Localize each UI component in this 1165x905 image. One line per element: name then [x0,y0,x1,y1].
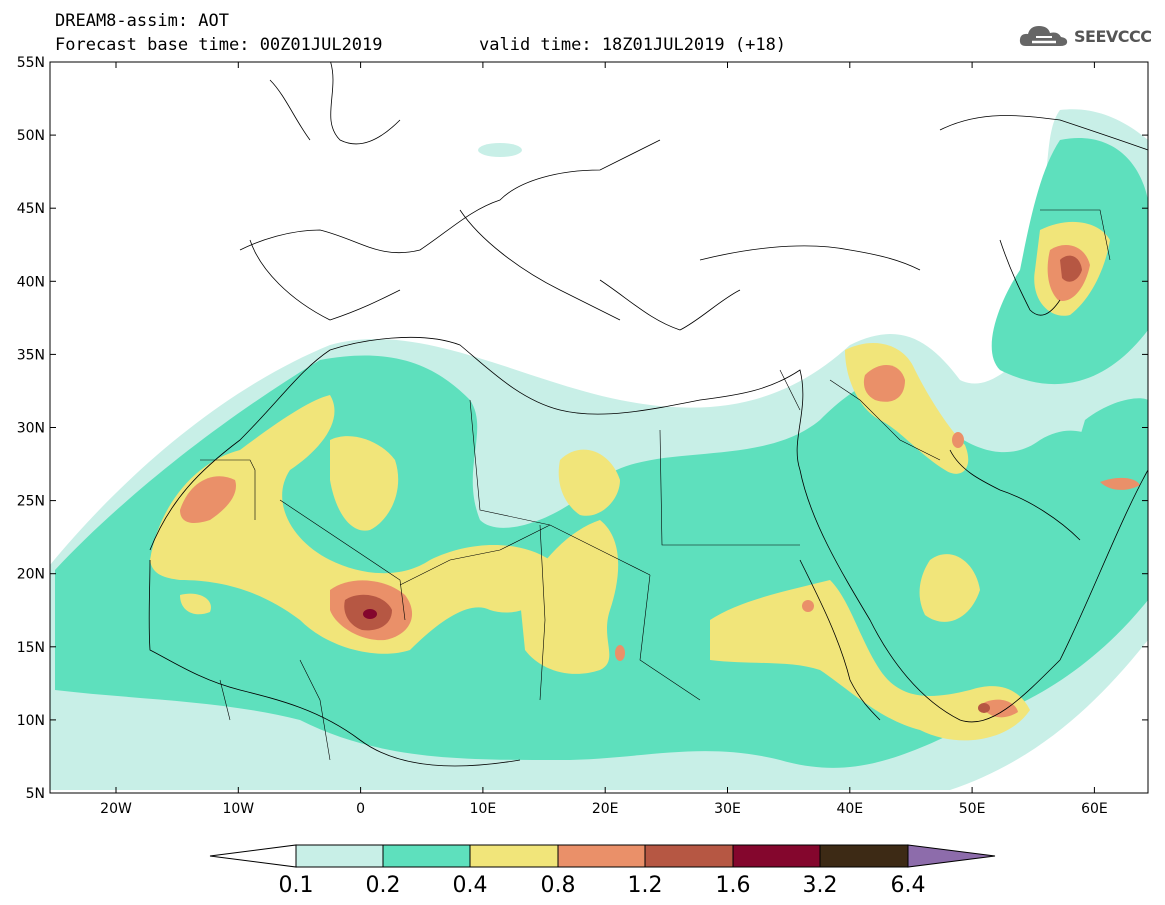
colorbar-label: 1.2 [628,873,663,898]
colorbar-bin-4 [557,844,646,868]
colorbar-label: 3.2 [803,873,838,898]
lat-label: 5N [26,786,45,802]
colorbar-label: 1.6 [716,873,751,898]
colorbar-labels: 0.1 0.2 0.4 0.8 1.2 1.6 3.2 6.4 [279,873,926,898]
aot-band-0.4-0.8 [150,221,1110,741]
valid-time: valid time: 18Z01JUL2019 (+18) [479,35,787,55]
coastlines [148,62,1148,767]
colorbar-bin-6 [732,844,821,868]
lat-label: 15N [17,640,45,656]
colorbar-label: 6.4 [891,873,926,898]
colorbar-below [209,844,297,868]
colorbar-label: 0.2 [366,873,401,898]
lon-label: 10W [222,801,254,817]
lon-label: 0 [356,801,365,817]
lat-label: 55N [17,55,45,71]
lon-axis-labels: 20W 10W 0 10E 20E 30E 40E 50E 60E [100,801,1108,817]
cloud-icon [1019,26,1068,46]
lat-label: 50N [17,128,45,144]
lat-label: 10N [17,713,45,729]
lon-label: 10E [470,801,497,817]
colorbar-label: 0.1 [279,873,314,898]
lat-label: 35N [17,347,45,363]
colorbar-bin-2 [382,844,471,868]
country-borders [200,209,1111,761]
logo-text: SEEVCCC [1074,26,1152,46]
colorbar-bin-7 [819,844,909,868]
colorbar-label: 0.8 [541,873,576,898]
lon-label: 40E [836,801,863,817]
axis-ticks [50,61,1148,794]
colorbar-above [907,844,996,868]
lat-label: 25N [17,494,45,510]
colorbar-bin-1 [295,844,384,868]
lat-label: 30N [17,421,45,437]
aot-band-1.6-3.2 [363,609,377,619]
seevccc-logo: SEEVCCC [1018,22,1152,50]
lat-label: 40N [17,274,45,290]
lon-label: 30E [714,801,741,817]
lon-label: 60E [1081,801,1108,817]
colorbar: 0.1 0.2 0.4 0.8 1.2 1.6 3.2 6.4 [209,844,996,898]
lat-label: 45N [17,201,45,217]
colorbar-label: 0.4 [453,873,488,898]
forecast-base-time: Forecast base time: 00Z01JUL2019 [55,35,383,55]
lon-label: 50E [959,801,986,817]
aot-field [50,62,1148,790]
map-title: DREAM8-assim: AOT [55,11,229,31]
lat-label: 20N [17,567,45,583]
lon-label: 20W [100,801,132,817]
colorbar-bin-5 [644,844,734,868]
lon-label: 20E [592,801,619,817]
colorbar-bin-3 [469,844,559,868]
lat-axis-labels: 55N 50N 45N 40N 35N 30N 25N 20N 15N 10N 5N [17,55,45,802]
